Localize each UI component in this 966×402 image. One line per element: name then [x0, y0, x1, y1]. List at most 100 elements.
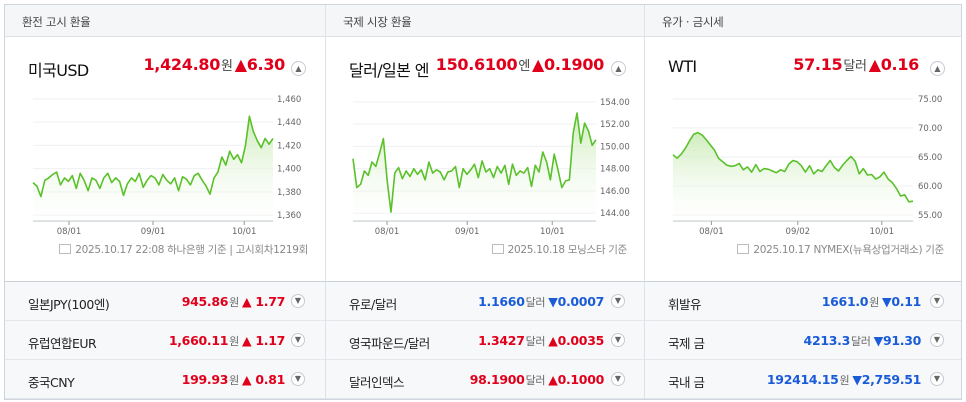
chevron-up-icon[interactable]: ▲	[291, 61, 306, 76]
y-tick-label: 154.00	[600, 98, 630, 108]
y-tick-label: 144.00	[600, 209, 630, 219]
rate-list: 휘발유 1661.0원 ▼0.11 ▼ 국제 금 4213.3달러 ▼91.30 ▼…	[645, 281, 961, 399]
x-tick-label: 09/01	[141, 227, 166, 237]
list-item[interactable]: 중국CNY 199.93원 ▲ 0.81 ▼	[5, 360, 325, 399]
up-arrow-icon: ▲	[241, 333, 252, 348]
main-unit: 엔	[518, 59, 531, 74]
down-arrow-icon: ▼	[852, 372, 862, 387]
main-unit: 원	[221, 59, 233, 74]
chevron-down-icon[interactable]: ▼	[291, 333, 305, 347]
y-tick-label: 152.00	[600, 120, 630, 130]
x-tick-label: 09/02	[786, 227, 811, 237]
list-item-name: 영국파운드/달러	[349, 336, 430, 351]
up-arrow-icon: ▲	[532, 55, 545, 74]
list-item-name: 휘발유	[668, 297, 702, 312]
list-item-value: 192414.15원 ▼2,759.51	[766, 372, 921, 387]
up-arrow-icon: ▲	[241, 372, 252, 387]
list-item-name: 국내 금	[668, 375, 705, 390]
y-tick-label: 1,460	[277, 95, 301, 105]
main-change: 6.30	[246, 55, 286, 74]
chevron-down-icon[interactable]: ▼	[291, 372, 305, 386]
up-arrow-icon: ▲	[234, 55, 247, 74]
up-arrow-icon: ▲	[548, 333, 558, 348]
list-item[interactable]: 달러인덱스 98.1900달러 ▲0.1000 ▼	[326, 360, 644, 399]
main-unit: 달러	[843, 59, 867, 74]
chevron-down-icon[interactable]: ▼	[930, 333, 944, 347]
series-area	[673, 132, 913, 221]
series-line	[672, 131, 914, 203]
list-item[interactable]: 일본JPY(100엔) 945.86원 ▲ 1.77 ▼	[5, 282, 325, 321]
main-change: 0.1900	[544, 55, 604, 74]
y-tick-label: 146.00	[600, 187, 630, 197]
source-text: 2025.10.17 NYMEX(뉴욕상업거래소) 기준	[737, 242, 944, 257]
up-arrow-icon: ▲	[868, 55, 881, 74]
x-tick-label: 10/01	[232, 227, 257, 237]
x-tick-label: 09/01	[455, 227, 480, 237]
main-change: 0.16	[880, 55, 920, 74]
y-tick-label: 65.00	[918, 153, 942, 163]
list-item-name: 유로/달러	[349, 297, 397, 312]
list-item[interactable]: 유로/달러 1.1660달러 ▼0.0007 ▼	[326, 282, 644, 321]
document-icon	[491, 244, 504, 254]
y-tick-label: 70.00	[918, 124, 942, 134]
list-item-name: 유럽연합EUR	[28, 336, 97, 351]
column-exchange-notice: 환전 고시 환율 미국USD 1,424.80원 ▲6.30 ▲ 1,460 1,4…	[5, 5, 325, 399]
chevron-down-icon[interactable]: ▼	[611, 333, 625, 347]
main-title[interactable]: 달러/일본 엔	[349, 61, 429, 80]
list-item[interactable]: 국내 금 192414.15원 ▼2,759.51 ▼	[645, 360, 961, 399]
x-tick-label: 08/01	[699, 227, 724, 237]
y-tick-label: 1,440	[277, 118, 301, 128]
column-title[interactable]: 유가 · 금시세	[662, 15, 724, 29]
main-price: 150.6100	[435, 55, 518, 74]
wti-line-chart: 75.00 70.00 65.00 60.00 55.00 08/01 09/02 10/01	[672, 95, 942, 237]
chevron-down-icon[interactable]: ▼	[930, 294, 944, 308]
list-item-value: 1.3427달러 ▲0.0035	[478, 333, 604, 348]
list-item[interactable]: 휘발유 1661.0원 ▼0.11 ▼	[645, 282, 961, 321]
rate-list: 일본JPY(100엔) 945.86원 ▲ 1.77 ▼ 유럽연합EUR 1,66…	[5, 281, 325, 399]
main-price: 57.15	[793, 55, 843, 74]
column-title[interactable]: 환전 고시 환율	[22, 15, 91, 29]
list-item-value: 1661.0원 ▼0.11	[821, 294, 922, 309]
usdjpy-line-chart: 154.00 152.00 150.00 148.00 146.00 144.00 08/0…	[352, 98, 630, 237]
list-item[interactable]: 국제 금 4213.3달러 ▼91.30 ▼	[645, 321, 961, 360]
document-icon	[59, 244, 72, 254]
y-tick-label: 1,360	[277, 211, 301, 221]
chevron-down-icon[interactable]: ▼	[930, 372, 944, 386]
list-item-value: 1.1660달러 ▼0.0007	[478, 294, 604, 309]
chevron-down-icon[interactable]: ▼	[611, 372, 625, 386]
y-tick-label: 1,380	[277, 188, 301, 198]
list-item-name: 달러인덱스	[349, 375, 405, 390]
column-global-market: 국제 시장 환율 달러/일본 엔 150.6100엔 ▲0.1900 ▲ 154.…	[325, 5, 644, 399]
exchange-rate-widget: 환전 고시 환율 미국USD 1,424.80원 ▲6.30 ▲ 1,460 1,4…	[4, 4, 962, 400]
column-header: 환전 고시 환율	[5, 5, 325, 37]
chevron-down-icon[interactable]: ▼	[291, 294, 305, 308]
main-price: 1,424.80	[143, 55, 221, 74]
main-title[interactable]: 미국USD	[28, 61, 89, 80]
series-line	[352, 112, 597, 213]
down-arrow-icon: ▼	[548, 294, 558, 309]
y-tick-label: 148.00	[600, 165, 630, 175]
chevron-up-icon[interactable]: ▲	[611, 61, 626, 76]
main-title[interactable]: WTI	[668, 57, 697, 76]
column-title[interactable]: 국제 시장 환율	[343, 15, 412, 29]
usd-line-chart: 1,460 1,440 1,420 1,400 1,380 1,360 08/01 09/01…	[32, 95, 301, 237]
y-tick-label: 75.00	[918, 95, 942, 105]
list-item-name: 국제 금	[668, 336, 705, 351]
list-item-value: 98.1900달러 ▲0.1000	[469, 372, 605, 387]
source-text: 2025.10.18 모닝스타 기준	[491, 242, 627, 257]
y-tick-label: 60.00	[918, 182, 942, 192]
list-item-value: 1,660.11원 ▲ 1.17	[168, 333, 285, 348]
x-tick-label: 10/01	[870, 227, 895, 237]
y-tick-label: 1,420	[277, 141, 301, 151]
list-item[interactable]: 유럽연합EUR 1,660.11원 ▲ 1.17 ▼	[5, 321, 325, 360]
main-value: 150.6100엔 ▲0.1900	[435, 55, 605, 74]
chevron-up-icon[interactable]: ▲	[930, 61, 945, 76]
list-item-value: 4213.3달러 ▼91.30	[803, 333, 922, 348]
x-tick-label: 08/01	[375, 227, 400, 237]
up-arrow-icon: ▲	[548, 372, 558, 387]
list-item[interactable]: 영국파운드/달러 1.3427달러 ▲0.0035 ▼	[326, 321, 644, 360]
chevron-down-icon[interactable]: ▼	[611, 294, 625, 308]
y-tick-label: 55.00	[918, 211, 942, 221]
document-icon	[737, 244, 750, 254]
column-header: 유가 · 금시세	[645, 5, 961, 37]
